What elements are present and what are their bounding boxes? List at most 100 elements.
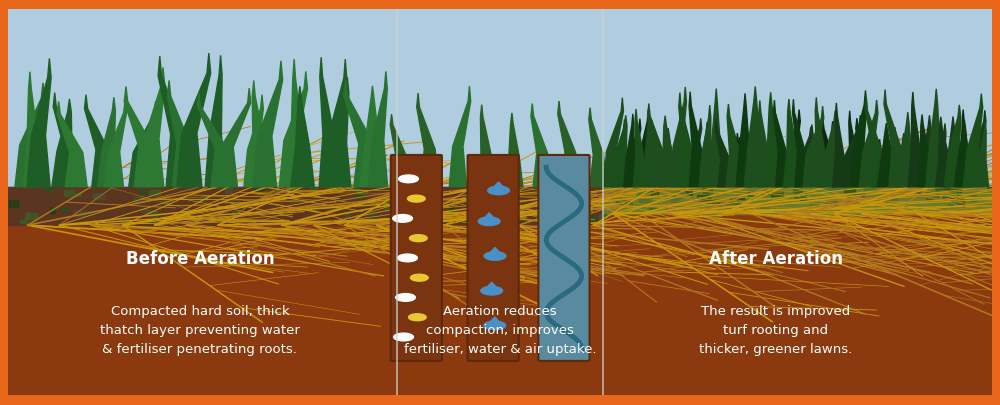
Polygon shape: [611, 120, 626, 187]
Bar: [232, 211, 237, 213]
Bar: [697, 195, 710, 202]
Text: Before Aeration: Before Aeration: [126, 249, 274, 267]
FancyBboxPatch shape: [468, 156, 519, 361]
Polygon shape: [715, 120, 733, 187]
Polygon shape: [98, 98, 118, 187]
Circle shape: [481, 287, 503, 295]
Bar: [385, 201, 396, 207]
Polygon shape: [167, 81, 195, 187]
Polygon shape: [744, 87, 764, 187]
Bar: [902, 193, 908, 196]
Polygon shape: [856, 119, 874, 187]
Polygon shape: [129, 102, 157, 187]
Bar: [617, 192, 625, 194]
Bar: [864, 188, 875, 191]
Bar: [253, 189, 263, 192]
Bar: [956, 196, 963, 200]
Polygon shape: [15, 84, 45, 187]
Bar: [50, 208, 55, 214]
Bar: [832, 183, 837, 189]
Polygon shape: [882, 128, 899, 187]
Text: Compacted hard soil, thick
thatch layer preventing water
& fertiliser penetratin: Compacted hard soil, thick thatch layer …: [100, 304, 300, 355]
Bar: [8, 187, 603, 226]
Polygon shape: [449, 87, 471, 187]
Bar: [416, 192, 424, 196]
Bar: [512, 199, 520, 206]
Bar: [465, 193, 472, 198]
Bar: [736, 196, 741, 200]
Polygon shape: [792, 100, 808, 187]
Bar: [956, 200, 964, 207]
Bar: [608, 194, 616, 197]
Circle shape: [484, 322, 506, 330]
Bar: [617, 200, 626, 207]
Polygon shape: [773, 101, 789, 187]
Bar: [639, 200, 651, 202]
Polygon shape: [360, 87, 385, 187]
Polygon shape: [330, 78, 351, 187]
Bar: [567, 190, 576, 192]
Bar: [25, 213, 29, 220]
Polygon shape: [944, 106, 963, 187]
Polygon shape: [821, 111, 839, 187]
Bar: [274, 188, 281, 192]
Bar: [649, 206, 656, 210]
Bar: [20, 221, 27, 223]
Polygon shape: [976, 122, 989, 187]
Polygon shape: [481, 213, 497, 222]
Bar: [737, 200, 747, 202]
Text: After Aeration: After Aeration: [709, 249, 843, 267]
Bar: [599, 214, 606, 218]
Bar: [712, 202, 725, 205]
Polygon shape: [27, 59, 51, 187]
Circle shape: [399, 175, 418, 183]
Bar: [388, 209, 392, 211]
Polygon shape: [244, 96, 263, 187]
Polygon shape: [633, 110, 646, 187]
Polygon shape: [963, 94, 983, 187]
Polygon shape: [784, 110, 800, 187]
Bar: [93, 195, 98, 198]
Bar: [390, 196, 399, 200]
Bar: [857, 199, 864, 202]
Polygon shape: [747, 140, 762, 187]
Polygon shape: [52, 100, 77, 187]
Bar: [926, 193, 938, 199]
Polygon shape: [736, 94, 753, 187]
Polygon shape: [847, 111, 859, 187]
Bar: [437, 197, 442, 202]
Polygon shape: [642, 116, 656, 187]
Bar: [226, 213, 236, 217]
Bar: [538, 203, 548, 206]
Bar: [852, 193, 864, 199]
Bar: [577, 211, 588, 218]
Bar: [540, 196, 545, 199]
Polygon shape: [821, 119, 836, 187]
Bar: [574, 214, 582, 217]
Bar: [463, 219, 468, 222]
Polygon shape: [104, 100, 127, 187]
Polygon shape: [959, 110, 971, 187]
Bar: [469, 198, 474, 204]
Polygon shape: [756, 101, 771, 187]
Polygon shape: [205, 56, 225, 187]
Polygon shape: [813, 98, 828, 187]
Polygon shape: [896, 134, 910, 187]
Polygon shape: [865, 98, 885, 187]
Bar: [44, 189, 52, 192]
Polygon shape: [390, 115, 411, 187]
Bar: [484, 218, 489, 223]
Polygon shape: [970, 111, 986, 187]
Polygon shape: [23, 72, 42, 187]
Bar: [401, 212, 407, 218]
Polygon shape: [53, 94, 80, 187]
Bar: [987, 185, 1000, 190]
Bar: [748, 192, 753, 197]
Bar: [274, 222, 280, 225]
Circle shape: [410, 275, 428, 281]
Bar: [855, 199, 867, 207]
Bar: [821, 186, 825, 190]
Bar: [943, 196, 954, 200]
Polygon shape: [850, 91, 867, 187]
Bar: [225, 188, 232, 194]
